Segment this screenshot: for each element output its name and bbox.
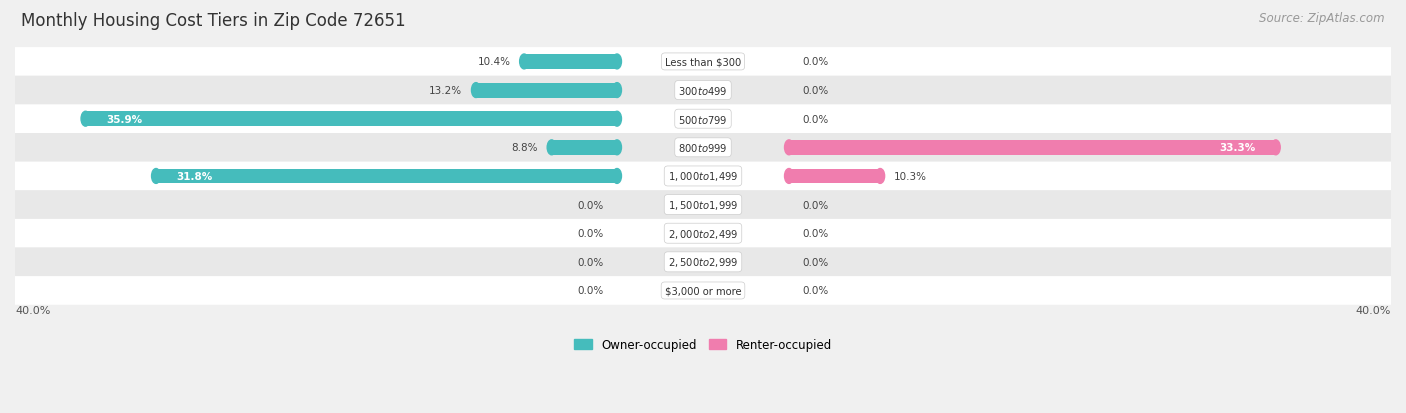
FancyBboxPatch shape bbox=[15, 76, 1391, 105]
Text: 10.3%: 10.3% bbox=[894, 171, 927, 182]
Text: 0.0%: 0.0% bbox=[803, 114, 830, 124]
Text: 33.3%: 33.3% bbox=[1219, 143, 1256, 153]
Circle shape bbox=[613, 140, 621, 155]
Text: 10.4%: 10.4% bbox=[478, 57, 510, 67]
Text: $2,000 to $2,499: $2,000 to $2,499 bbox=[668, 227, 738, 240]
FancyBboxPatch shape bbox=[15, 162, 1391, 191]
FancyBboxPatch shape bbox=[15, 276, 1391, 305]
Bar bbox=[551, 140, 617, 155]
Text: $300 to $499: $300 to $499 bbox=[678, 85, 728, 97]
Circle shape bbox=[82, 112, 90, 127]
Text: 0.0%: 0.0% bbox=[803, 86, 830, 96]
FancyBboxPatch shape bbox=[15, 105, 1391, 134]
Circle shape bbox=[520, 55, 529, 70]
Circle shape bbox=[1271, 140, 1281, 155]
Bar bbox=[86, 112, 617, 127]
Text: $800 to $999: $800 to $999 bbox=[678, 142, 728, 154]
FancyBboxPatch shape bbox=[15, 134, 1391, 162]
FancyBboxPatch shape bbox=[15, 191, 1391, 219]
Text: 0.0%: 0.0% bbox=[803, 229, 830, 239]
Text: $2,500 to $2,999: $2,500 to $2,999 bbox=[668, 256, 738, 269]
Text: 0.0%: 0.0% bbox=[803, 200, 830, 210]
Legend: Owner-occupied, Renter-occupied: Owner-occupied, Renter-occupied bbox=[569, 333, 837, 356]
Circle shape bbox=[152, 169, 160, 184]
Text: 13.2%: 13.2% bbox=[429, 86, 463, 96]
Bar bbox=[789, 169, 880, 184]
Text: Less than $300: Less than $300 bbox=[665, 57, 741, 67]
FancyBboxPatch shape bbox=[15, 48, 1391, 76]
Circle shape bbox=[613, 83, 621, 98]
Text: 40.0%: 40.0% bbox=[15, 305, 51, 315]
Text: 0.0%: 0.0% bbox=[576, 200, 603, 210]
Bar bbox=[524, 55, 617, 70]
Bar bbox=[477, 83, 617, 98]
FancyBboxPatch shape bbox=[15, 248, 1391, 276]
Text: 0.0%: 0.0% bbox=[803, 57, 830, 67]
Text: Monthly Housing Cost Tiers in Zip Code 72651: Monthly Housing Cost Tiers in Zip Code 7… bbox=[21, 12, 406, 30]
Circle shape bbox=[785, 140, 793, 155]
Circle shape bbox=[876, 169, 884, 184]
Text: 0.0%: 0.0% bbox=[576, 229, 603, 239]
Circle shape bbox=[471, 83, 481, 98]
Text: 0.0%: 0.0% bbox=[576, 257, 603, 267]
Circle shape bbox=[547, 140, 557, 155]
Text: 40.0%: 40.0% bbox=[1355, 305, 1391, 315]
Text: 0.0%: 0.0% bbox=[803, 257, 830, 267]
Text: $500 to $799: $500 to $799 bbox=[678, 114, 728, 126]
Bar bbox=[789, 140, 1275, 155]
Text: 35.9%: 35.9% bbox=[107, 114, 142, 124]
Circle shape bbox=[613, 55, 621, 70]
Text: 31.8%: 31.8% bbox=[177, 171, 212, 182]
Text: $1,000 to $1,499: $1,000 to $1,499 bbox=[668, 170, 738, 183]
Text: Source: ZipAtlas.com: Source: ZipAtlas.com bbox=[1260, 12, 1385, 25]
Circle shape bbox=[613, 112, 621, 127]
Text: 0.0%: 0.0% bbox=[576, 286, 603, 296]
Bar bbox=[156, 169, 617, 184]
Circle shape bbox=[613, 169, 621, 184]
Text: $3,000 or more: $3,000 or more bbox=[665, 286, 741, 296]
FancyBboxPatch shape bbox=[15, 219, 1391, 248]
Text: 0.0%: 0.0% bbox=[803, 286, 830, 296]
Text: $1,500 to $1,999: $1,500 to $1,999 bbox=[668, 199, 738, 211]
Circle shape bbox=[785, 169, 793, 184]
Text: 8.8%: 8.8% bbox=[512, 143, 538, 153]
